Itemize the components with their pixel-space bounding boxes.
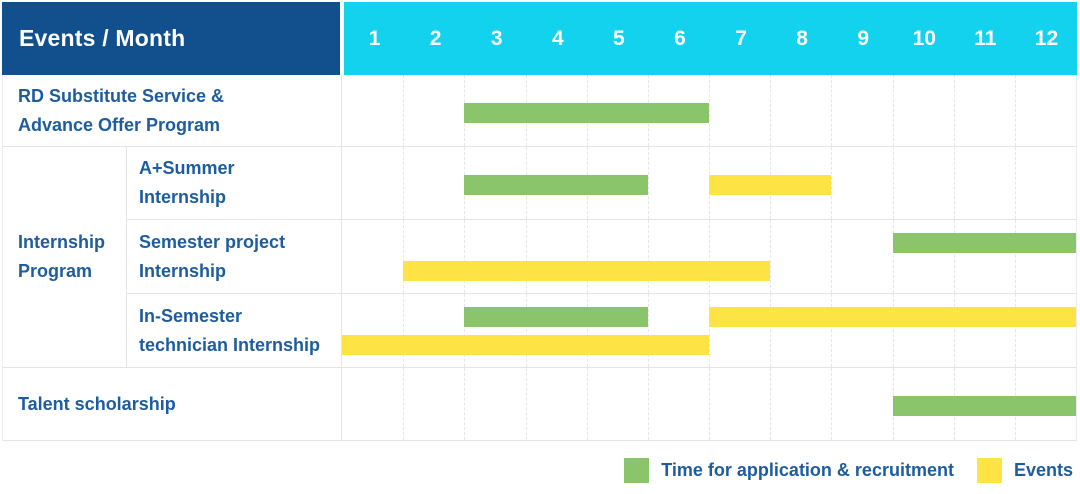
row-label: In-Semester technician Internship (127, 294, 342, 367)
month-gridline (403, 75, 405, 146)
month-gridline (586, 368, 588, 440)
gantt-table: Events / Month 1 2 3 4 5 6 7 8 9 10 11 12 RD Substi… (2, 2, 1077, 441)
month-gridline (770, 75, 772, 146)
table-row-rd-substitute: RD Substitute Service & Advance Offer Pr… (3, 75, 1076, 147)
row-label: RD Substitute Service & Advance Offer Pr… (3, 75, 342, 146)
month-header-9: 9 (857, 26, 870, 50)
month-gridline (953, 294, 955, 367)
month-gridline (831, 294, 833, 367)
month-header-cells: 1 2 3 4 5 6 7 8 9 10 11 12 (344, 2, 1077, 75)
month-gridline (647, 294, 649, 367)
recruitment-bar (464, 307, 648, 327)
month-gridline (647, 220, 649, 293)
header-row: Events / Month 1 2 3 4 5 6 7 8 9 10 11 12 (2, 2, 1077, 75)
gantt-track (342, 147, 1076, 219)
month-gridline (525, 368, 527, 440)
month-header-7: 7 (735, 26, 747, 50)
month-header-3: 3 (490, 26, 503, 50)
month-header-4: 4 (551, 26, 564, 50)
gantt-track (342, 220, 1076, 293)
month-gridline (1014, 220, 1016, 293)
month-gridline (892, 75, 894, 146)
table-row-a-summer: A+Summer Internship (127, 147, 1076, 220)
month-gridline (709, 75, 710, 146)
recruitment-bar (892, 396, 1076, 416)
month-gridline (1014, 75, 1016, 146)
table-row-talent-scholarship: Talent scholarship (3, 368, 1076, 441)
event-bar (342, 335, 709, 355)
internship-program-group: Internship Program A+Summer Internship S… (3, 147, 1076, 368)
month-header-8: 8 (796, 26, 808, 50)
month-gridline (892, 294, 894, 367)
events-month-header: Events / Month (2, 2, 340, 75)
event-bar (709, 175, 832, 195)
events-swatch-icon (976, 457, 1002, 483)
legend-item-recruitment: Time for application & recruitment (624, 457, 954, 483)
month-header-2: 2 (429, 26, 442, 50)
month-gridline (892, 220, 894, 293)
month-header-11: 11 (974, 26, 997, 50)
month-gridline (1014, 294, 1016, 367)
month-header-5: 5 (613, 26, 625, 50)
row-label: A+Summer Internship (127, 147, 342, 219)
month-gridline (403, 294, 405, 367)
month-gridline (1014, 147, 1016, 219)
month-gridline (464, 368, 466, 440)
gantt-track (342, 368, 1076, 440)
recruitment-bar (464, 102, 709, 123)
month-gridline (709, 368, 710, 440)
month-gridline (709, 294, 710, 367)
month-gridline (403, 368, 405, 440)
month-header-10: 10 (912, 26, 936, 50)
legend-label: Time for application & recruitment (661, 459, 954, 480)
month-gridline (831, 368, 833, 440)
table-row-semester-project: Semester project Internship (127, 220, 1076, 294)
legend-label: Events (1013, 459, 1073, 480)
month-gridline (464, 220, 466, 293)
month-gridline (586, 220, 588, 293)
month-gridline (525, 294, 527, 367)
month-gridline (831, 220, 833, 293)
month-gridline (586, 294, 588, 367)
gantt-track (342, 294, 1076, 367)
month-gridline (770, 294, 772, 367)
month-gridline (525, 220, 527, 293)
month-gridline (831, 75, 833, 146)
month-gridline (647, 368, 649, 440)
month-gridline (892, 147, 894, 219)
month-gridline (647, 147, 649, 219)
recruitment-bar (892, 233, 1076, 253)
event-bar (403, 261, 771, 281)
month-gridline (831, 147, 833, 219)
month-gridline (709, 220, 710, 293)
month-gridline (403, 147, 405, 219)
events-month-title: Events / Month (19, 25, 186, 51)
recruitment-bar (464, 175, 648, 195)
month-gridline (464, 294, 466, 367)
month-gridline (953, 220, 955, 293)
month-gridline (770, 368, 772, 440)
month-header-6: 6 (674, 26, 686, 50)
table-row-in-semester: In-Semester technician Internship (127, 294, 1076, 367)
table-body: RD Substitute Service & Advance Offer Pr… (2, 75, 1077, 441)
legend-item-events: Events (976, 457, 1073, 483)
group-rows: A+Summer Internship Semester project Int… (127, 147, 1076, 367)
month-gridline (770, 220, 772, 293)
gantt-track (342, 75, 1076, 146)
month-gridline (953, 147, 955, 219)
group-label: Internship Program (3, 147, 127, 367)
row-label: Semester project Internship (127, 220, 342, 293)
legend: Time for application & recruitment Event… (0, 455, 1073, 485)
row-label: Talent scholarship (3, 368, 342, 440)
month-header-12: 12 (1034, 26, 1059, 50)
month-gridline (403, 220, 405, 293)
event-bar (709, 307, 1076, 327)
month-gridline (953, 75, 955, 146)
month-header-1: 1 (368, 26, 381, 50)
recruitment-swatch-icon (624, 457, 650, 483)
